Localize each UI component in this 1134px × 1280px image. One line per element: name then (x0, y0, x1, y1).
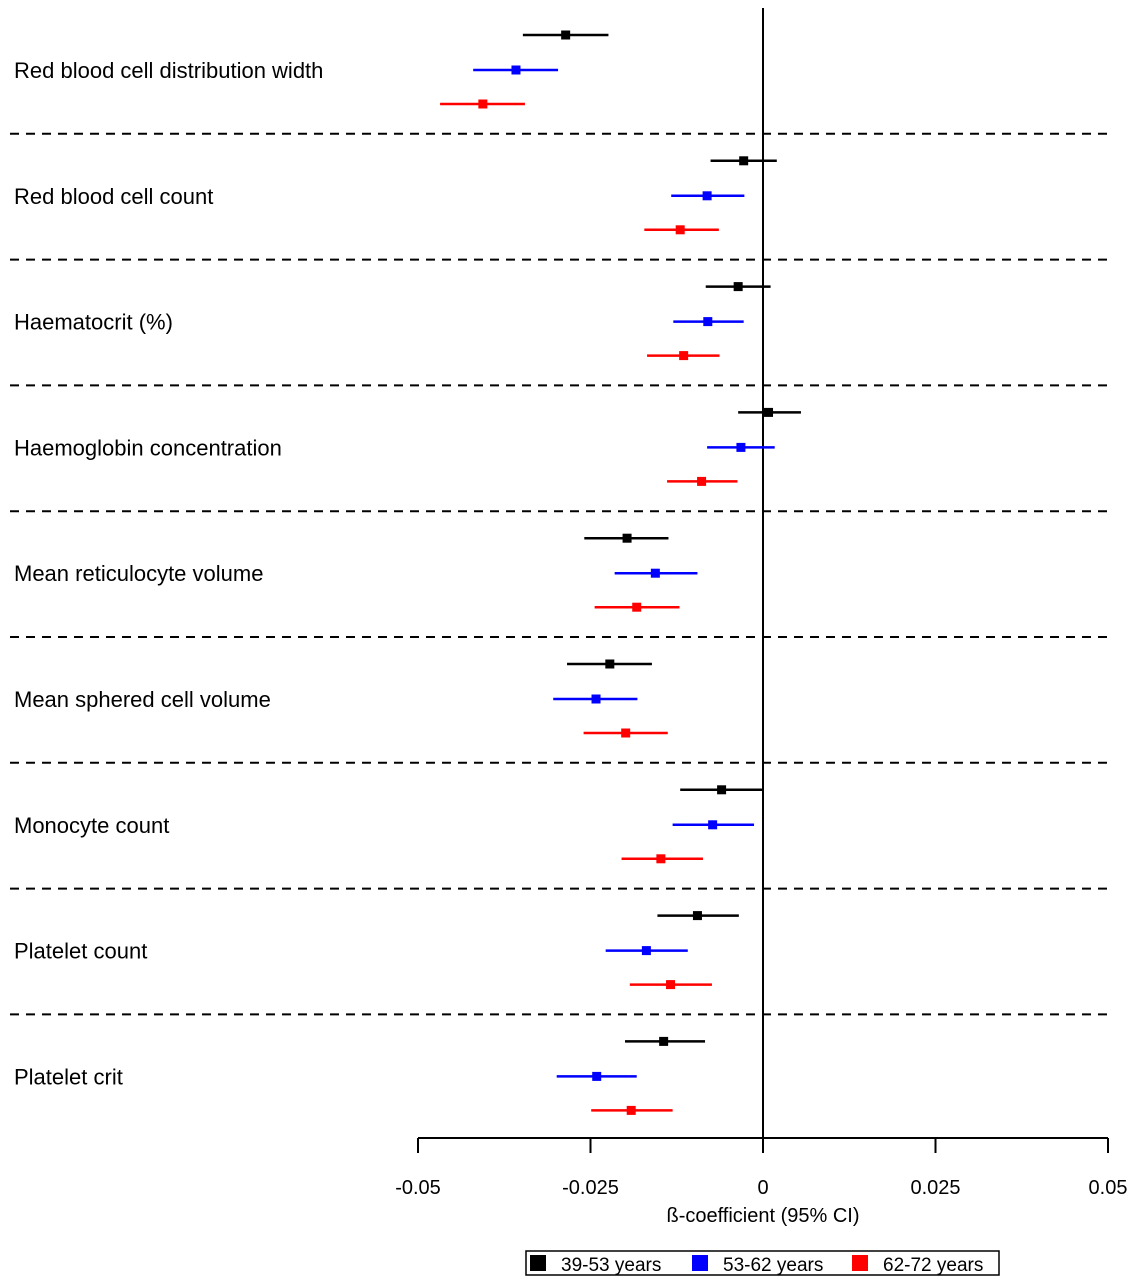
legend-label: 62-72 years (883, 1255, 983, 1276)
point-estimate (632, 602, 642, 612)
category-label: Haematocrit (%) (14, 310, 173, 335)
point-estimate (708, 820, 718, 830)
point-estimate (656, 854, 666, 864)
point-estimate (511, 65, 521, 75)
point-estimate (739, 156, 749, 166)
point-estimate (621, 728, 631, 738)
category-label: Monocyte count (14, 813, 169, 838)
x-axis: -0.05 -0.025 0 0.025 0.05 (395, 1137, 1128, 1199)
point-estimate (659, 1036, 669, 1046)
point-estimate (703, 317, 713, 327)
category-labels: Red blood cell distribution width Red blo… (14, 58, 323, 1089)
legend: 39-53 years 53-62 years 62-72 years (525, 1250, 1000, 1276)
point-estimate (702, 191, 712, 201)
x-tick-label: 0 (757, 1177, 768, 1199)
category-label: Mean sphered cell volume (14, 687, 271, 712)
category-label: Haemoglobin concentration (14, 435, 282, 460)
point-estimate (697, 476, 707, 486)
point-estimate (561, 30, 571, 40)
point-estimate (733, 282, 743, 292)
point-estimate (641, 946, 651, 956)
estimate-marks (440, 30, 801, 1115)
category-label: Red blood cell distribution width (14, 58, 323, 83)
legend-label: 39-53 years (561, 1255, 661, 1276)
category-label: Platelet crit (14, 1064, 123, 1089)
point-estimate (692, 911, 702, 921)
legend-swatch (852, 1255, 868, 1271)
point-estimate (736, 442, 746, 452)
point-estimate (622, 533, 632, 543)
point-estimate (679, 351, 689, 361)
category-label: Red blood cell count (14, 184, 213, 209)
x-axis-title: ß-coefficient (95% CI) (666, 1205, 859, 1227)
point-estimate (605, 659, 615, 669)
point-estimate (478, 99, 488, 109)
category-label: Platelet count (14, 939, 147, 964)
group-separators (10, 132, 1110, 1016)
point-estimate (717, 785, 727, 795)
legend-swatch (692, 1255, 708, 1271)
x-tick-label: -0.05 (395, 1177, 441, 1199)
point-estimate (675, 225, 685, 235)
point-estimate (650, 568, 660, 578)
point-estimate (666, 980, 676, 990)
legend-box (525, 1250, 1000, 1276)
point-estimate (764, 407, 774, 417)
category-label: Mean reticulocyte volume (14, 561, 263, 586)
legend-label: 53-62 years (723, 1255, 823, 1276)
point-estimate (592, 1071, 602, 1081)
point-estimate (626, 1105, 636, 1115)
x-tick-label: -0.025 (562, 1177, 619, 1199)
x-tick-label: 0.025 (910, 1177, 960, 1199)
legend-swatch (530, 1255, 546, 1271)
point-estimate (591, 694, 601, 704)
x-tick-label: 0.05 (1089, 1177, 1128, 1199)
